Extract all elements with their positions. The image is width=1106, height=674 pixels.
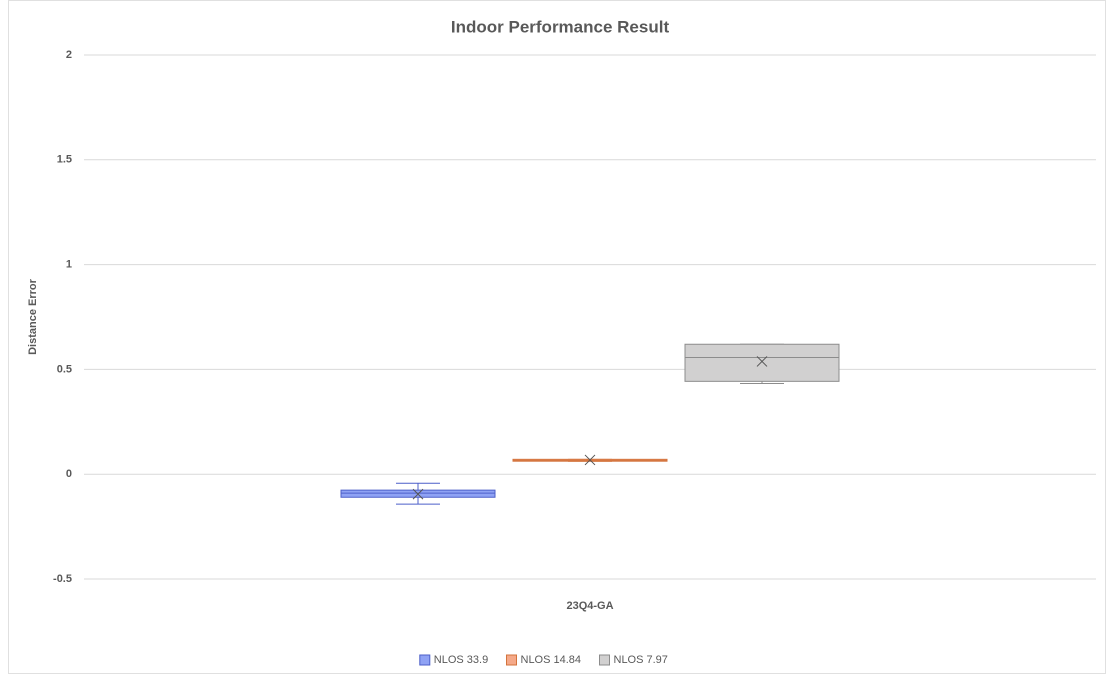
- chart-title: Indoor Performance Result: [451, 17, 670, 36]
- legend-label: NLOS 33.9: [434, 654, 488, 666]
- y-tick-label: -0.5: [53, 573, 72, 585]
- y-tick-label: 1.5: [57, 154, 72, 166]
- legend-swatch: [419, 654, 431, 666]
- box: [684, 343, 840, 382]
- legend-label: NLOS 7.97: [614, 654, 668, 666]
- legend-swatch: [599, 654, 610, 666]
- mean-marker: [584, 454, 596, 466]
- legend-label: NLOS 14.84: [521, 654, 582, 666]
- mean-marker: [412, 488, 424, 500]
- x-tick-label: 23Q4-GA: [566, 600, 613, 612]
- mean-marker: [756, 356, 768, 367]
- y-tick-label: 1: [66, 259, 72, 271]
- y-tick-label: 0.5: [57, 363, 72, 375]
- chart-border: [8, 0, 1106, 674]
- y-tick-label: 2: [66, 49, 72, 61]
- y-tick-label: 0: [66, 468, 72, 480]
- y-axis-label: Distance Error: [27, 278, 39, 355]
- legend-swatch: [506, 654, 517, 666]
